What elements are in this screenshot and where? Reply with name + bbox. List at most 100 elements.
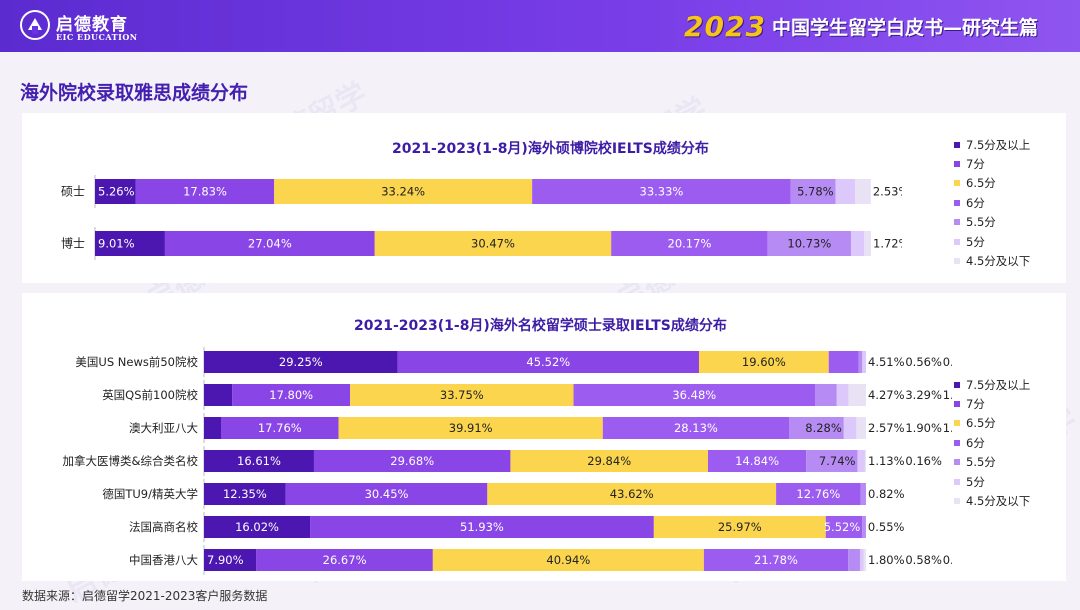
schools-legend-swatch <box>954 401 960 408</box>
schools-bar-segment <box>848 384 866 406</box>
schools-data-label: 1.45% <box>943 421 952 435</box>
header-bar: 启德教育 EIC EDUCATION 2023 中国学生留学白皮书—研究生篇 <box>0 0 1080 52</box>
degree-data-label: 1.72% <box>873 237 902 251</box>
schools-legend-item: 6分 <box>954 433 1030 452</box>
schools-bar-segment <box>698 351 829 373</box>
schools-data-label: 21.78% <box>754 553 798 567</box>
schools-data-label: 16.61% <box>237 454 281 468</box>
degree-bar-segment <box>95 179 136 204</box>
degree-bar-segment <box>835 179 856 204</box>
schools-bar-segment <box>857 450 865 472</box>
schools-data-label: 19.60% <box>742 355 786 369</box>
brand-name-cn: 启德教育 <box>56 15 128 35</box>
degree-legend-label: 6.5分 <box>966 176 996 191</box>
schools-data-label: 17.80% <box>269 388 313 402</box>
degree-category-label: 硕士 <box>61 185 85 199</box>
schools-category-label: 美国US News前50院校 <box>75 355 198 369</box>
degree-data-label: 30.47% <box>471 237 515 251</box>
schools-bar-segment <box>862 516 866 538</box>
schools-bar-segment <box>285 483 488 505</box>
degree-data-label: 10.73% <box>787 237 831 251</box>
schools-legend-label: 6分 <box>966 435 985 450</box>
schools-bar-segment <box>338 417 603 439</box>
schools-legend-item: 6.5分 <box>954 414 1030 433</box>
schools-bar-segment <box>848 549 860 571</box>
schools-bar-segment <box>432 549 704 571</box>
degree-bar-segment <box>611 231 768 256</box>
schools-bar-segment <box>836 384 849 406</box>
degree-data-label: 20.17% <box>668 237 712 251</box>
degree-legend-label: 4.5分及以下 <box>966 254 1031 269</box>
schools-legend-swatch <box>954 478 960 485</box>
degree-bar-segment <box>767 231 851 256</box>
schools-bar-segment <box>397 351 699 373</box>
schools-data-label: 14.84% <box>735 454 779 468</box>
schools-category-label: 法国高商名校 <box>129 520 198 534</box>
degree-data-label: 5.78% <box>797 185 834 199</box>
degree-legend-label: 6分 <box>966 195 985 210</box>
schools-bar-segment <box>653 516 826 538</box>
schools-bar-segment <box>864 450 866 472</box>
data-source: 数据来源：启德留学2021-2023客户服务数据 <box>22 589 268 603</box>
schools-bar-segment <box>825 516 863 538</box>
schools-data-label: 30.45% <box>365 487 409 501</box>
chart-degree: 硕士5.26%17.83%33.24%33.33%5.78%2.53%2.01%… <box>61 175 902 260</box>
schools-bar-segment <box>863 549 866 571</box>
schools-data-label: 12.35% <box>223 487 267 501</box>
schools-data-label: 28.13% <box>674 421 718 435</box>
schools-legend-swatch <box>954 498 960 505</box>
schools-bar-segment <box>858 351 863 373</box>
schools-data-label: 0.58% <box>905 553 942 567</box>
schools-data-label: 5.52% <box>824 520 861 534</box>
schools-data-label: 1.90% <box>905 421 942 435</box>
schools-bar-segment <box>789 417 844 439</box>
schools-category-label: 中国香港八大 <box>129 553 198 567</box>
schools-category-label: 加拿大医博类&综合类名校 <box>63 454 199 468</box>
schools-bar-segment <box>204 483 286 505</box>
schools-legend-swatch <box>954 439 960 446</box>
degree-legend-swatch <box>954 161 960 168</box>
degree-bar-segment <box>790 179 836 204</box>
schools-data-label: 0.56% <box>905 355 942 369</box>
schools-data-label: 0.16% <box>905 454 942 468</box>
schools-data-label: 12.76% <box>796 487 840 501</box>
schools-data-label: 3.29% <box>905 388 942 402</box>
degree-bar-segment <box>135 179 275 204</box>
schools-bar-segment <box>707 450 807 472</box>
schools-data-label: 1.80% <box>868 553 905 567</box>
schools-legend-item: 5.5分 <box>954 453 1030 472</box>
schools-bar-segment <box>204 351 398 373</box>
degree-legend-label: 5分 <box>966 234 985 249</box>
degree-legend-item: 5分 <box>954 232 1030 251</box>
brand-name-en: EIC EDUCATION <box>56 32 138 42</box>
schools-bar-segment <box>856 417 866 439</box>
schools-bar-segment <box>310 516 654 538</box>
schools-data-label: 4.27% <box>868 388 905 402</box>
schools-data-label: 7.74% <box>819 454 856 468</box>
schools-legend-item: 5分 <box>954 472 1030 491</box>
chart-schools: 美国US News前50院校 29.25% 45.52% 19.60% 4.51% 0.5… <box>63 347 952 575</box>
schools-bar-segment <box>232 384 351 406</box>
schools-bar-segment <box>221 417 339 439</box>
degree-bar-segment <box>274 179 533 204</box>
degree-legend-swatch <box>954 199 960 206</box>
brand-logo: 启德教育 EIC EDUCATION <box>20 8 180 46</box>
schools-legend-label: 5分 <box>966 474 985 489</box>
chart-panel-schools: 2021-2023(1-8月)海外名校留学硕士录取IELTS成绩分布 美国US … <box>22 293 1066 581</box>
schools-bar-segment <box>204 516 311 538</box>
schools-legend-label: 4.5分及以下 <box>966 494 1031 509</box>
schools-data-label: 29.68% <box>390 454 434 468</box>
schools-data-label: 7.90% <box>207 553 244 567</box>
degree-data-label: 33.33% <box>640 185 684 199</box>
schools-category-label: 澳大利亚八大 <box>129 421 198 435</box>
degree-bar-segment <box>864 231 871 256</box>
schools-data-label: 36.48% <box>672 388 716 402</box>
schools-data-label: 43.62% <box>610 487 654 501</box>
schools-category-label: 德国TU9/精英大学 <box>102 487 198 501</box>
degree-legend-label: 7分 <box>966 157 985 172</box>
degree-legend-swatch <box>954 141 960 148</box>
schools-bar-segment <box>815 384 837 406</box>
schools-data-label: 0.82% <box>868 487 905 501</box>
degree-legend-label: 5.5分 <box>966 215 996 230</box>
schools-data-label: 33.75% <box>440 388 484 402</box>
